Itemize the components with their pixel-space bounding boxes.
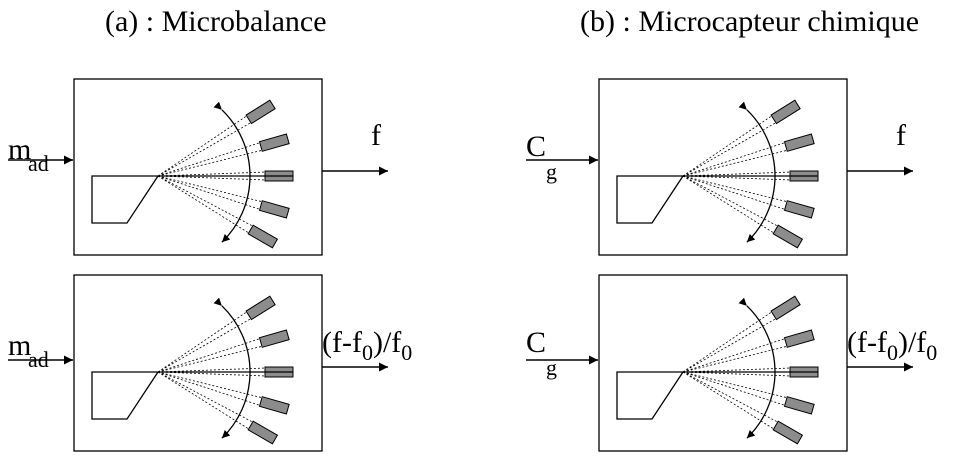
cantilever-tip [783,200,815,219]
input-label: C [526,326,546,359]
cantilever-tip [245,99,276,125]
cantilever-tip [783,396,815,415]
cantilever-tip [770,295,801,321]
output-label-f: f [896,119,906,152]
input-subscript: ad [28,151,49,176]
cantilever-body [91,175,159,224]
frame-box [598,78,848,256]
cantilever-tip [247,420,279,445]
input-subscript: g [546,159,557,184]
title-microcapteur-chimique: (b) : Microcapteur chimique [580,5,919,38]
panel-microbalance-relative-frequency: m ad (f-f0)/f0 [8,274,412,452]
panel-microcapteur-frequency: C g f [526,78,913,256]
cantilever-body [91,371,159,420]
cantilever-tip [783,133,815,152]
panel-microbalance-frequency: m ad f [8,78,388,256]
cantilever-tip [245,295,276,321]
output-label-relative: (f-f0)/f0 [847,326,937,365]
frame-box [73,78,323,256]
cantilever-tip [772,224,804,249]
cantilever-tip [258,200,290,219]
oscillation-arc-arrow [213,297,251,439]
oscillation-arc-arrow [738,297,776,439]
cantilever-body [616,175,684,224]
output-label-relative: (f-f0)/f0 [322,326,412,365]
oscillation-arc-arrow [213,101,251,243]
cantilever-tip [772,420,804,445]
input-subscript: g [546,355,557,380]
cantilever-body [616,371,684,420]
input-label: m [8,133,31,166]
title-microbalance: (a) : Microbalance [105,5,327,38]
frame-box [73,274,323,452]
cantilever-tip [770,99,801,125]
cantilever-tip [258,396,290,415]
resonator-block [73,78,323,256]
frame-box [598,274,848,452]
input-label: m [8,329,31,362]
cantilever-tip [783,329,815,348]
resonator-block [73,274,323,452]
cantilever-tip [258,133,290,152]
panel-microcapteur-relative-frequency: C g (f-f0)/f0 [526,274,937,452]
cantilever-tip [258,329,290,348]
resonator-block [598,274,848,452]
output-label-f: f [371,119,381,152]
input-label: C [526,130,546,163]
resonator-block [598,78,848,256]
oscillation-arc-arrow [738,101,776,243]
cantilever-tip [247,224,279,249]
